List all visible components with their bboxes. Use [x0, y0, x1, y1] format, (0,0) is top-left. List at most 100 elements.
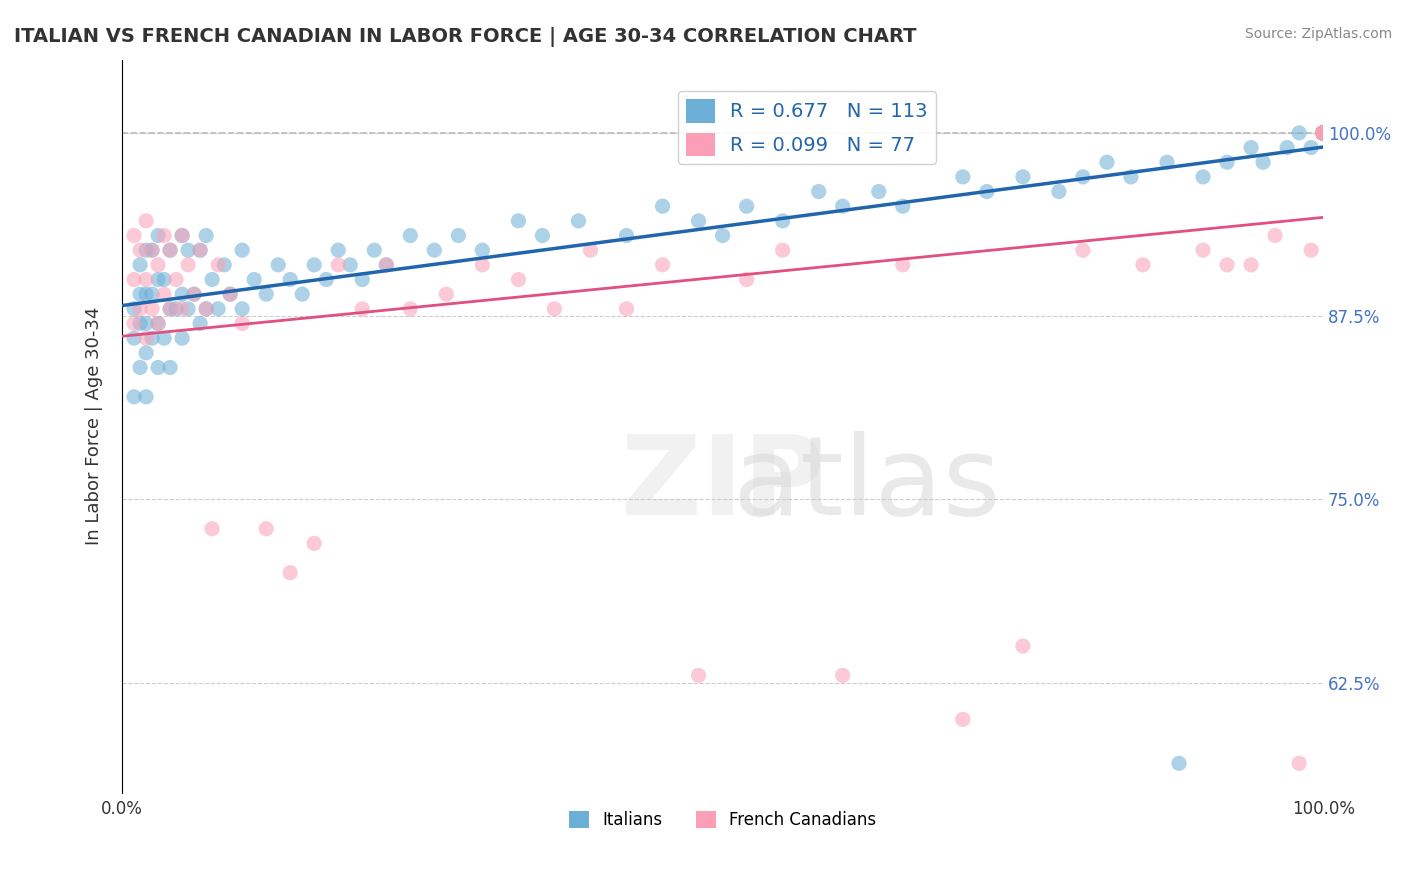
Italians [1312, 126, 1334, 140]
French Canadians [172, 301, 194, 316]
Italians [146, 228, 169, 243]
Italians [952, 169, 974, 184]
Italians [831, 199, 853, 213]
French Canadians [471, 258, 494, 272]
French Canadians [1312, 126, 1334, 140]
Italians [508, 214, 530, 228]
Italians [1312, 126, 1334, 140]
Italians [177, 243, 200, 257]
French Canadians [1312, 126, 1334, 140]
French Canadians [201, 522, 224, 536]
French Canadians [159, 301, 181, 316]
Italians [172, 287, 194, 301]
Italians [1240, 140, 1263, 154]
Italians [1312, 126, 1334, 140]
French Canadians [1301, 243, 1323, 257]
Italians [328, 243, 350, 257]
Italians [135, 390, 157, 404]
Italians [172, 228, 194, 243]
French Canadians [159, 243, 181, 257]
French Canadians [1240, 258, 1263, 272]
Italians [567, 214, 589, 228]
Italians [1312, 126, 1334, 140]
Italians [141, 331, 163, 345]
Italians [868, 185, 890, 199]
French Canadians [1312, 126, 1334, 140]
Italians [122, 331, 145, 345]
Italians [1312, 126, 1334, 140]
Italians [129, 317, 152, 331]
Y-axis label: In Labor Force | Age 30-34: In Labor Force | Age 30-34 [86, 307, 103, 545]
Italians [267, 258, 290, 272]
French Canadians [688, 668, 710, 682]
French Canadians [135, 214, 157, 228]
Italians [141, 287, 163, 301]
Italians [1156, 155, 1178, 169]
Italians [129, 258, 152, 272]
Italians [976, 185, 998, 199]
Italians [1312, 126, 1334, 140]
Italians [1312, 126, 1334, 140]
French Canadians [254, 522, 277, 536]
Italians [891, 199, 914, 213]
French Canadians [891, 258, 914, 272]
Italians [177, 301, 200, 316]
Italians [153, 272, 176, 286]
French Canadians [278, 566, 301, 580]
Italians [447, 228, 470, 243]
Italians [423, 243, 446, 257]
Italians [1312, 126, 1334, 140]
French Canadians [1312, 126, 1334, 140]
French Canadians [183, 287, 205, 301]
Italians [243, 272, 266, 286]
French Canadians [129, 301, 152, 316]
Italians [159, 360, 181, 375]
French Canadians [141, 243, 163, 257]
Italians [278, 272, 301, 286]
French Canadians [1312, 126, 1334, 140]
Italians [651, 199, 673, 213]
French Canadians [129, 243, 152, 257]
Italians [212, 258, 235, 272]
French Canadians [543, 301, 565, 316]
Italians [1275, 140, 1298, 154]
Italians [531, 228, 554, 243]
Italians [352, 272, 374, 286]
Italians [1312, 126, 1334, 140]
French Canadians [831, 668, 853, 682]
Italians [1012, 169, 1035, 184]
French Canadians [1312, 126, 1334, 140]
Italians [207, 301, 229, 316]
Italians [195, 301, 218, 316]
French Canadians [735, 272, 758, 286]
Italians [399, 228, 422, 243]
Italians [1312, 126, 1334, 140]
Italians [1312, 126, 1334, 140]
Italians [122, 301, 145, 316]
French Canadians [1312, 126, 1334, 140]
Italians [315, 272, 337, 286]
Italians [195, 228, 218, 243]
Italians [1312, 126, 1334, 140]
Italians [1312, 126, 1334, 140]
Italians [1312, 126, 1334, 140]
French Canadians [195, 301, 218, 316]
French Canadians [1216, 258, 1239, 272]
French Canadians [188, 243, 211, 257]
French Canadians [1264, 228, 1286, 243]
French Canadians [122, 228, 145, 243]
French Canadians [1312, 126, 1334, 140]
French Canadians [146, 317, 169, 331]
French Canadians [165, 272, 187, 286]
French Canadians [122, 272, 145, 286]
Italians [1312, 126, 1334, 140]
French Canadians [1312, 126, 1334, 140]
Italians [302, 258, 325, 272]
Italians [1288, 126, 1310, 140]
Italians [254, 287, 277, 301]
Legend: Italians, French Canadians: Italians, French Canadians [562, 804, 883, 836]
Italians [201, 272, 224, 286]
Italians [339, 258, 361, 272]
French Canadians [1312, 126, 1334, 140]
French Canadians [1312, 126, 1334, 140]
